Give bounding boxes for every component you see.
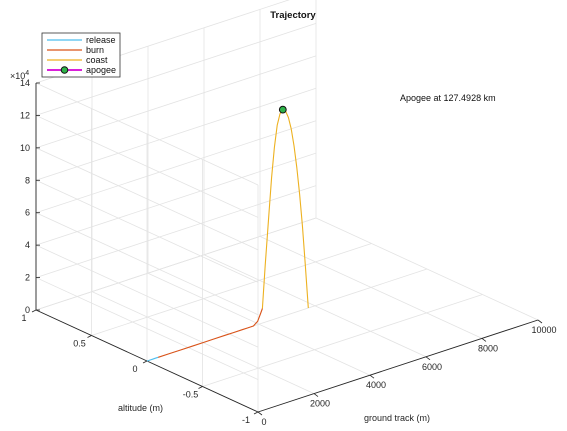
legend-label-burn: burn [86,45,104,55]
y-tick-mark-4 [31,309,37,313]
grid-line-side-z-4 [35,179,259,283]
z-exponent-power: 4 [25,70,29,77]
series-layer [146,109,309,362]
grid-line-side-z-7 [35,82,259,186]
grid-line-back-z-6 [35,23,317,116]
series-line-coast [261,109,309,309]
z-tick-label-5: 10 [20,143,30,153]
grid-line-back-z-5 [35,55,317,149]
y-tick-label-2: 0 [132,364,137,374]
y-tick-mark-3 [87,335,92,338]
grid-line-back-z-3 [35,120,317,214]
z-tick-label-0: 0 [25,305,30,315]
grid-line-floor-y-1 [202,294,483,387]
x-tick-mark-2 [369,374,375,379]
z-tick-label-7: 14 [20,78,30,88]
x-tick-label-2: 4000 [366,380,386,390]
grid-line-side-z-5 [35,147,259,251]
z-tick-label-2: 4 [25,240,30,250]
x-tick-mark-1 [313,393,319,397]
legend-label-coast: coast [86,55,108,65]
x-tick-mark-5 [537,319,543,324]
grid-line-side-z-6 [35,115,259,218]
y-tick-mark-0 [253,411,259,415]
legend-label-apogee: apogee [86,65,116,75]
x-tick-label-1: 2000 [310,399,330,409]
x-tick-mark-3 [425,356,431,361]
grid-line-back-z-2 [35,152,317,246]
grid-line-back-z-0 [35,217,317,311]
z-tick-label-3: 6 [25,208,30,218]
y-tick-mark-2 [142,360,148,364]
z-tick-label-6: 12 [20,110,30,120]
y-tick-mark-1 [198,386,203,389]
x-axis-label: ground track (m) [364,413,430,423]
grid-line-floor-y-3 [91,243,372,336]
y-axis-label: altitude (m) [118,403,163,413]
x-tick-label-3: 6000 [422,362,442,372]
x-tick-mark-0 [257,411,263,416]
chart-title: Trajectory [270,10,316,21]
x-tick-mark-4 [481,338,487,342]
grid-line-side-z-2 [35,244,259,348]
y-tick-label-4: 1 [21,313,26,323]
legend-label-release: release [86,35,116,45]
series-line-release [146,356,159,362]
series-line-burn [158,308,263,358]
grid-line-back-z-4 [35,87,317,181]
marker-layer [278,105,287,114]
x-tick-label-4: 8000 [478,343,498,353]
grid-line-side-z-1 [35,277,259,380]
x-tick-label-0: 0 [261,417,266,427]
z-tick-label-4: 8 [25,175,30,185]
x-axis-line [257,319,539,413]
x-tick-label-5: 10000 [531,325,556,335]
z-exponent-base: ×10 [10,71,25,81]
grid-line-side-z-3 [35,212,259,316]
text-layer: Trajectory ground track (m) altitude (m)… [10,10,496,423]
y-tick-label-3: 0.5 [73,339,86,349]
axis-layer: 0200040006000800010000-1-0.500.510246810… [20,78,557,427]
y-tick-label-0: -1 [242,415,250,425]
z-tick-label-1: 2 [25,273,30,283]
legend-marker-apogee [60,66,69,74]
apogee-annotation: Apogee at 127.4928 km [400,93,496,103]
legend: release burn coast apogee [41,32,121,78]
z-exponent-label: ×104 [10,70,29,81]
apogee-marker [278,105,287,114]
y-tick-label-1: -0.5 [183,390,199,400]
